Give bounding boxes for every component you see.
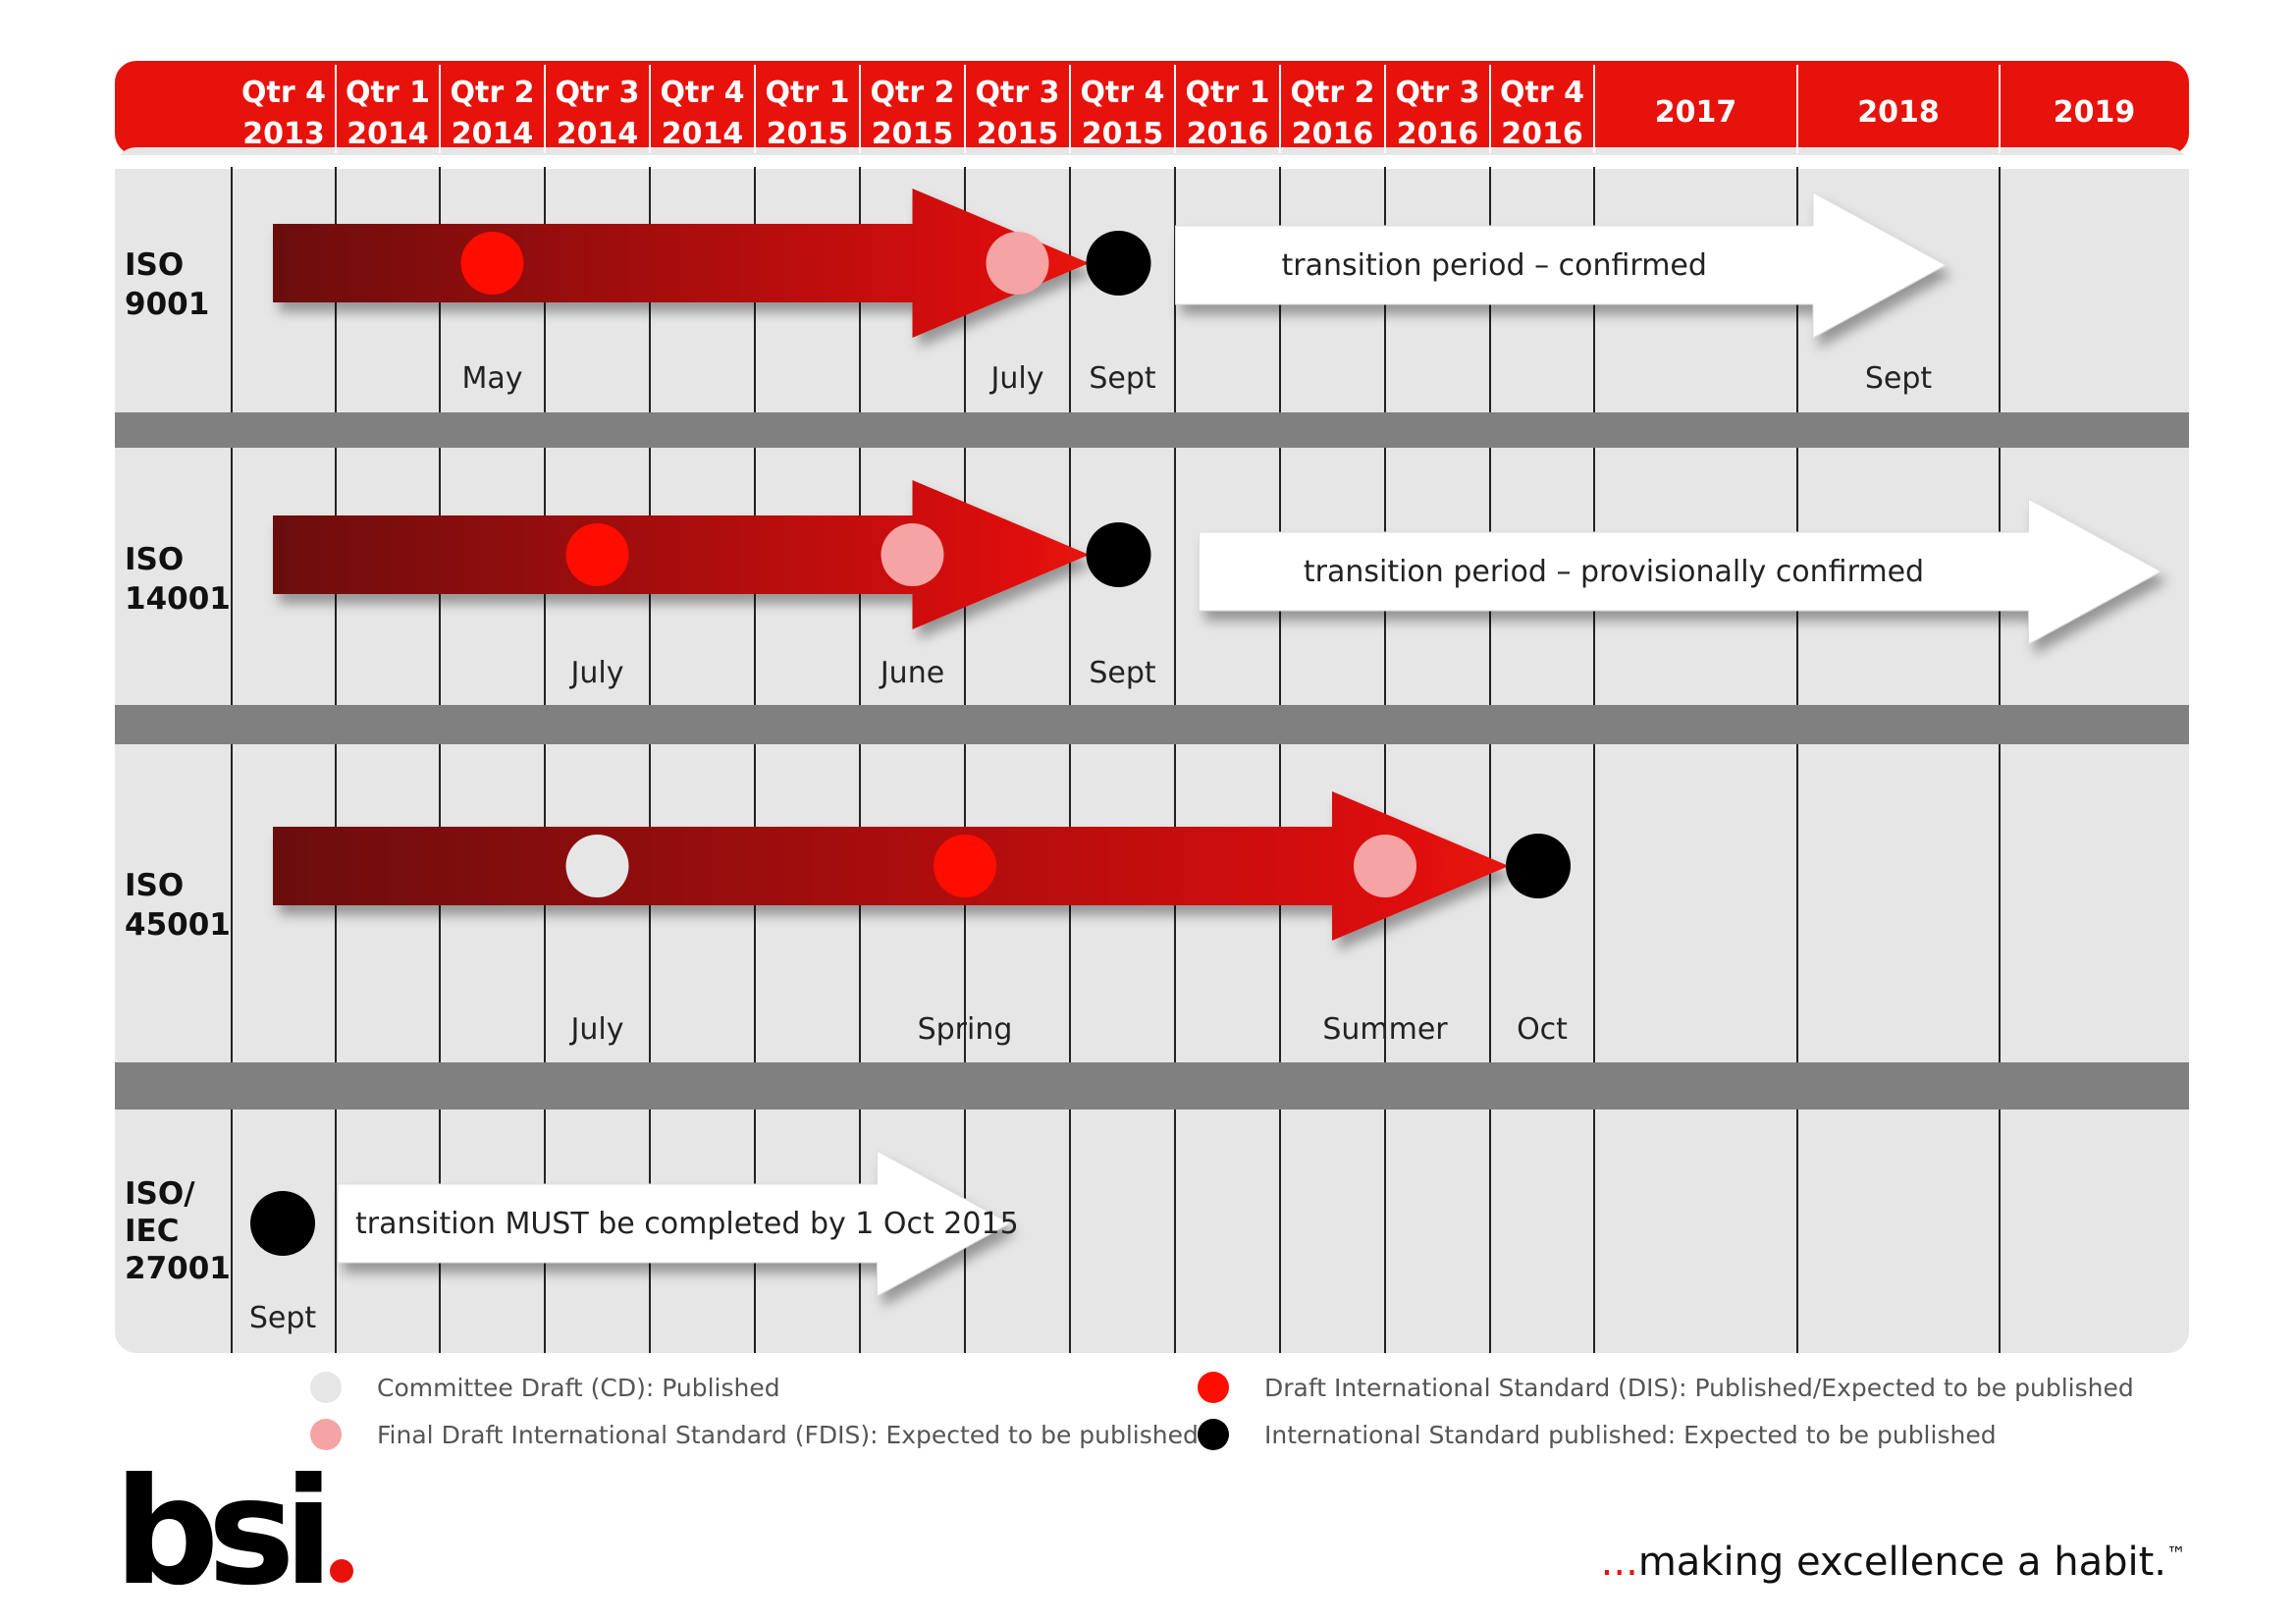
row-separator xyxy=(115,705,2189,744)
header-year-label: 2017 xyxy=(1655,95,1737,130)
milestone-marker-fdis xyxy=(986,232,1049,295)
milestone-date-label: May xyxy=(461,361,522,396)
tagline-dots: ... xyxy=(1600,1540,1638,1585)
header-gap xyxy=(115,155,2189,169)
milestone-marker-dis xyxy=(565,523,629,586)
logo-dot-icon xyxy=(330,1559,354,1583)
development-arrow xyxy=(273,791,1509,941)
header-quarter-label: Qtr 2 xyxy=(1291,76,1375,110)
milestone-marker-is xyxy=(1506,834,1571,898)
milestone-date-label: Sept xyxy=(1089,361,1156,396)
row-separator xyxy=(115,1062,2189,1110)
header-quarter-label: Qtr 3 xyxy=(556,76,640,110)
header-year-label: 2014 xyxy=(452,117,534,151)
row-label-text: 27001 xyxy=(125,1251,231,1286)
header-year-label: 2019 xyxy=(2054,95,2136,130)
legend-fdis: Final Draft International Standard (FDIS… xyxy=(310,1419,1199,1450)
header-year-label: 2014 xyxy=(557,117,639,151)
header-year-label: 2015 xyxy=(767,117,849,151)
legend-dis-text: Draft International Standard (DIS): Publ… xyxy=(1264,1373,2134,1402)
milestone-date-label: Spring xyxy=(918,1012,1013,1047)
milestone-marker-is xyxy=(1086,231,1151,296)
milestone-date-label: Oct xyxy=(1517,1012,1568,1047)
milestone-date-label: Sept xyxy=(1089,656,1156,690)
dis-marker-icon xyxy=(1198,1372,1229,1403)
milestone-date-label: June xyxy=(879,656,944,690)
transition-end-label: Sept xyxy=(1865,361,1933,396)
header-quarter-label: Qtr 2 xyxy=(871,76,955,110)
legend-is-text: International Standard published: Expect… xyxy=(1264,1420,1997,1449)
legend-cd-text: Committee Draft (CD): Published xyxy=(377,1373,780,1402)
milestone-marker-fdis xyxy=(881,523,944,586)
tagline: ...making excellence a habit.™ xyxy=(1601,1540,2186,1585)
milestone-marker-fdis xyxy=(1354,835,1416,897)
is-marker-icon xyxy=(1198,1419,1229,1450)
milestone-date-label: Sept xyxy=(249,1301,317,1335)
header-quarter-label: Qtr 2 xyxy=(451,76,535,110)
transition-text: transition MUST be completed by 1 Oct 20… xyxy=(355,1207,1019,1241)
milestone-date-label: July xyxy=(569,1012,624,1047)
milestone-date-label: July xyxy=(569,656,624,690)
row-label-text: 9001 xyxy=(125,287,209,322)
fdis-marker-icon xyxy=(310,1419,342,1450)
header-quarter-label: Qtr 1 xyxy=(1186,76,1270,110)
transition-arrow xyxy=(1199,498,2163,645)
row-separator xyxy=(115,412,2189,448)
header-bar xyxy=(115,61,2189,155)
header-year-label: 2016 xyxy=(1187,117,1269,151)
header-year-label: 2014 xyxy=(662,117,744,151)
transition-text: transition period – confirmed xyxy=(1282,248,1707,283)
milestone-marker-is xyxy=(1086,522,1151,587)
row-label-text: ISO xyxy=(125,247,184,283)
bsi-logo: bsi xyxy=(114,1459,354,1606)
header-quarter-label: Qtr 1 xyxy=(766,76,850,110)
header-year-label: 2018 xyxy=(1857,95,1940,130)
row-label-text: 14001 xyxy=(125,581,231,617)
tagline-text: making excellence a habit. xyxy=(1637,1540,2166,1585)
header-year-label: 2016 xyxy=(1397,117,1479,151)
row-label-text: ISO xyxy=(125,542,184,577)
header-quarter-label: Qtr 4 xyxy=(241,76,326,110)
logo-text: bsi xyxy=(114,1447,334,1618)
milestone-date-label: July xyxy=(989,361,1044,396)
header-quarter-label: Qtr 4 xyxy=(1081,76,1165,110)
header-year-label: 2015 xyxy=(872,117,954,151)
legend-dis: Draft International Standard (DIS): Publ… xyxy=(1198,1372,2134,1403)
legend-cd: Committee Draft (CD): Published xyxy=(310,1372,780,1403)
trademark-icon: ™ xyxy=(2166,1542,2186,1566)
header-quarter-label: Qtr 1 xyxy=(346,76,430,110)
milestone-date-label: Summer xyxy=(1322,1012,1448,1047)
legend-is: International Standard published: Expect… xyxy=(1198,1419,1997,1450)
legend-fdis-text: Final Draft International Standard (FDIS… xyxy=(377,1420,1199,1449)
milestone-marker-dis xyxy=(934,835,996,897)
milestone-marker-cd xyxy=(565,835,629,897)
transition-arrow xyxy=(337,1150,1011,1297)
row-label-text: IEC xyxy=(125,1214,179,1249)
header-year-label: 2015 xyxy=(977,117,1059,151)
grid-background xyxy=(115,147,2189,1353)
row-label-text: 45001 xyxy=(125,907,231,943)
header-year-label: 2015 xyxy=(1082,117,1164,151)
header-quarter-label: Qtr 3 xyxy=(1396,76,1480,110)
header-quarter-label: Qtr 3 xyxy=(976,76,1060,110)
row-label-text: ISO/ xyxy=(125,1176,195,1212)
transition-arrow xyxy=(1175,191,1948,339)
development-arrow xyxy=(273,189,1090,338)
header-year-label: 2013 xyxy=(242,117,325,151)
cd-marker-icon xyxy=(310,1372,342,1403)
row-label-text: ISO xyxy=(125,868,184,903)
milestone-marker-is xyxy=(250,1191,315,1256)
header-year-label: 2014 xyxy=(347,117,429,151)
header-year-label: 2016 xyxy=(1292,117,1374,151)
header-quarter-label: Qtr 4 xyxy=(661,76,745,110)
transition-text: transition period – provisionally confir… xyxy=(1304,555,1924,589)
header-year-label: 2016 xyxy=(1501,117,1583,151)
milestone-marker-dis xyxy=(460,232,524,295)
development-arrow xyxy=(273,480,1090,629)
header-quarter-label: Qtr 4 xyxy=(1500,76,1584,110)
